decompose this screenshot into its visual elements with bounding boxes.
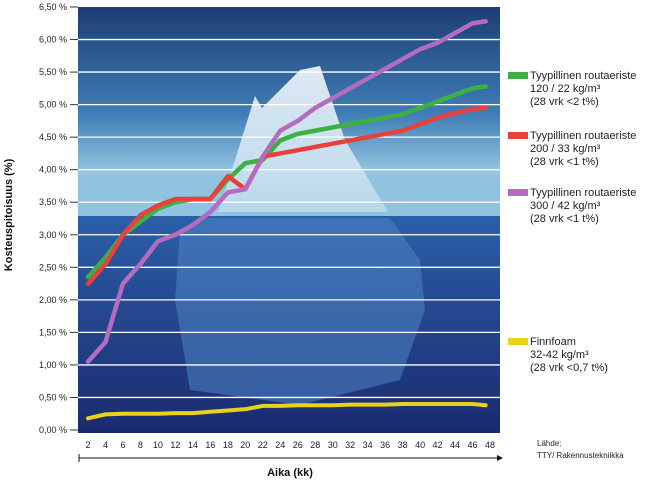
series-line-1 — [85, 84, 488, 280]
legend-text: (28 vrk <1 t%) — [530, 156, 599, 168]
legend-text: 32-42 kg/m³ — [530, 349, 589, 361]
x-tick-label: 18 — [223, 440, 233, 450]
x-tick-label: 30 — [328, 440, 338, 450]
legend-swatch — [508, 72, 528, 79]
y-tick-label: 6,50 % — [39, 2, 67, 12]
x-tick-label: 42 — [433, 440, 443, 450]
legend-text: Finnfoam — [530, 336, 576, 348]
y-tick-label: 3,00 % — [39, 230, 67, 240]
x-tick-label: 24 — [275, 440, 285, 450]
legend-item: Tyypillinen routaeriste 200 / 33 kg/m³ (28… — [508, 130, 636, 169]
y-tick-label: 1,00 % — [39, 360, 67, 370]
legend-text: (28 vrk <2 t%) — [530, 96, 599, 108]
legend-swatch — [508, 132, 528, 139]
y-tick-label: 5,50 % — [39, 67, 67, 77]
x-tick-label: 12 — [170, 440, 180, 450]
x-tick-label: 20 — [240, 440, 250, 450]
y-tick-label: 5,00 % — [39, 100, 67, 110]
x-tick-label: 34 — [363, 440, 373, 450]
series-line-2 — [85, 105, 488, 286]
legend-swatch — [508, 189, 528, 196]
x-tick-label: 32 — [345, 440, 355, 450]
x-tick-label: 6 — [120, 440, 125, 450]
x-tick-label: 36 — [380, 440, 390, 450]
legend-text: Tyypillinen routaeriste — [530, 130, 637, 142]
legend-text: Tyypillinen routaeriste — [530, 70, 637, 82]
y-tick-label: 2,50 % — [39, 262, 67, 272]
x-tick-label: 8 — [138, 440, 143, 450]
x-tick-label: 4 — [103, 440, 108, 450]
x-tick-label: 28 — [310, 440, 320, 450]
y-axis-label: Kosteuspitoisuus (%) — [3, 158, 15, 271]
legend-item: Tyypillinen routaeriste 300 / 42 kg/m³ (28… — [508, 187, 636, 226]
source-label: Lähde: — [537, 439, 562, 448]
y-tick-label: 4,00 % — [39, 165, 67, 175]
x-tick-label: 2 — [85, 440, 90, 450]
x-tick-label: 22 — [258, 440, 268, 450]
x-tick-label: 48 — [485, 440, 495, 450]
y-axis: 0,00 % 0,50 % 1,00 % 1,50 % 2,00 % 2,50 % 3,00… — [39, 2, 78, 435]
y-tick-label: 6,00 % — [39, 35, 67, 45]
x-tick-label: 26 — [293, 440, 303, 450]
x-tick-label: 10 — [153, 440, 163, 450]
series-line-3 — [85, 19, 488, 364]
y-tick-label: 0,00 % — [39, 425, 67, 435]
x-tick-label: 38 — [398, 440, 408, 450]
series-line-4 — [86, 401, 488, 421]
legend-text: (28 vrk <1 t%) — [530, 213, 599, 225]
x-tick-label: 46 — [468, 440, 478, 450]
grid — [78, 38, 500, 399]
source-note: Lähde: TTY/ Rakennustekniikka — [537, 438, 624, 462]
iceberg-top — [218, 66, 388, 212]
legend-text: (28 vrk <0,7 t%) — [530, 362, 608, 374]
y-tick-label: 2,00 % — [39, 295, 67, 305]
x-tick-label: 14 — [188, 440, 198, 450]
series-lines — [85, 19, 488, 421]
iceberg-under — [175, 218, 425, 405]
legend-text: 300 / 42 kg/m³ — [530, 200, 601, 212]
legend-item: Tyypillinen routaeriste 120 / 22 kg/m³ (28… — [508, 70, 636, 109]
x-axis-label: Aika (kk) — [267, 467, 313, 479]
source-text: TTY/ Rakennustekniikka — [537, 451, 624, 460]
y-tick-label: 0,50 % — [39, 392, 67, 402]
legend-swatch — [508, 338, 528, 345]
x-tick-label: 40 — [415, 440, 425, 450]
y-tick-label: 4,50 % — [39, 132, 67, 142]
legend-item: Finnfoam 32-42 kg/m³ (28 vrk <0,7 t%) — [508, 336, 608, 375]
legend-text: Tyypillinen routaeriste — [530, 187, 637, 199]
x-tick-label: 16 — [205, 440, 215, 450]
legend-text: 120 / 22 kg/m³ — [530, 83, 601, 95]
y-tick-label: 3,50 % — [39, 197, 67, 207]
legend-text: 200 / 33 kg/m³ — [530, 143, 601, 155]
x-axis: 2 4 6 8 10 12 14 16 18 20 22 24 26 28 30 32 34 36 38 40 42 44… — [85, 440, 495, 450]
y-tick-label: 1,50 % — [39, 327, 67, 337]
x-tick-label: 44 — [450, 440, 460, 450]
